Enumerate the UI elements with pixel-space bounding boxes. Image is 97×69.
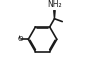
Polygon shape bbox=[54, 10, 55, 19]
Text: NH₂: NH₂ bbox=[47, 0, 62, 9]
Text: O: O bbox=[18, 36, 23, 42]
